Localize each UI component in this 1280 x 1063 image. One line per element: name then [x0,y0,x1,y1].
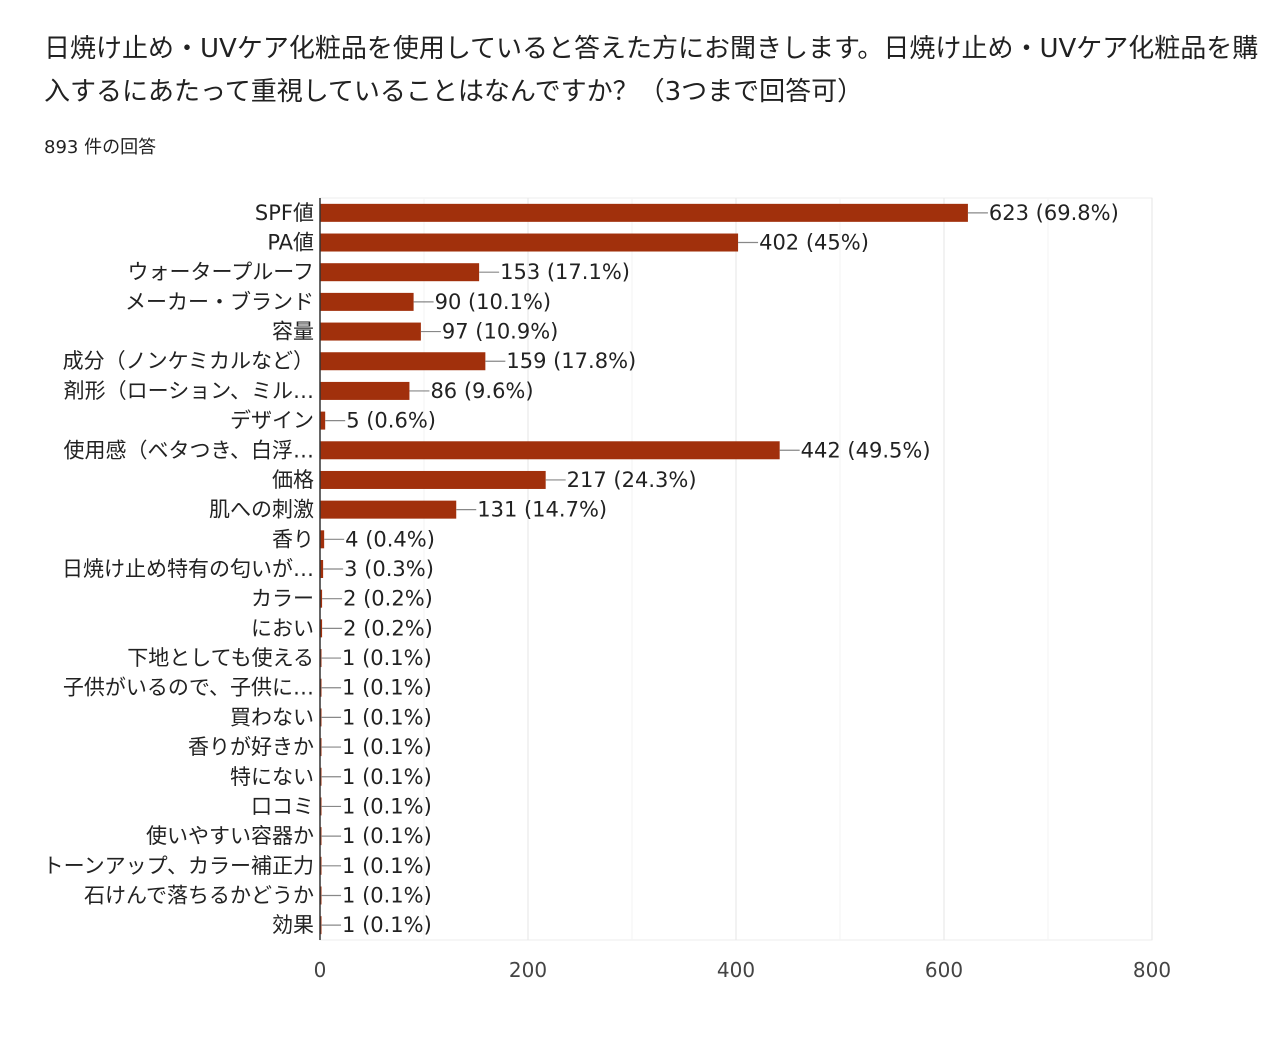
data-label: 1 (0.1%) [342,705,432,729]
data-label: 131 (14.7%) [477,498,607,522]
category-label: メーカー・ブランド [125,290,314,314]
bar [320,530,325,549]
category-label: 肌への刺激 [209,498,314,522]
category-label: 口コミ [251,794,314,818]
category-label: 使用感（ベタつき、白浮… [63,438,314,462]
x-tick-label: 0 [314,958,327,982]
category-label: 価格 [272,468,314,492]
data-label: 153 (17.1%) [500,260,630,284]
category-label: カラー [251,587,314,611]
data-label: 2 (0.2%) [343,616,433,640]
category-label: 買わない [230,705,314,729]
bar [320,352,486,371]
bar [320,203,968,222]
response-count: 893 件の回答 [44,137,157,158]
bar [320,441,780,460]
data-label: 90 (10.1%) [435,290,551,314]
data-label: 2 (0.2%) [343,587,433,611]
category-label: 石けんで落ちるかどうか [84,883,314,907]
x-tick-label: 400 [717,958,755,982]
data-label: 4 (0.4%) [345,527,435,551]
bar [320,560,324,578]
category-label: 香りが好きか [188,735,314,759]
category-label: ウォータープルーフ [128,260,314,284]
data-label: 1 (0.1%) [342,765,432,789]
category-label: 香り [272,527,314,551]
data-label: 3 (0.3%) [344,557,434,581]
bar [320,292,414,311]
bar [320,500,457,519]
category-label: 子供がいるので、子供に… [63,676,314,700]
data-label: 1 (0.1%) [342,824,432,848]
bar [320,470,546,489]
data-label: 159 (17.8%) [506,349,636,373]
category-label: 効果 [272,913,314,937]
data-label: 623 (69.8%) [989,201,1119,225]
data-label: 5 (0.6%) [346,409,436,433]
data-label: 1 (0.1%) [342,646,432,670]
data-label: 1 (0.1%) [342,883,432,907]
category-label: PA値 [267,231,314,255]
category-label: におい [251,616,314,640]
category-label: 使いやすい容器か [146,824,314,848]
category-label: 日焼け止め特有の匂いが… [62,557,314,581]
data-label: 402 (45%) [759,231,869,255]
x-tick-label: 200 [509,958,547,982]
bar [320,263,480,282]
bar [320,233,739,252]
data-label: 442 (49.5%) [801,438,931,462]
category-label: SPF値 [255,201,314,225]
data-label: 1 (0.1%) [342,854,432,878]
category-label: 容量 [272,320,314,344]
data-label: 1 (0.1%) [342,794,432,818]
data-label: 97 (10.9%) [442,320,559,344]
data-label: 1 (0.1%) [342,676,432,700]
data-label: 1 (0.1%) [342,913,432,937]
data-label: 217 (24.3%) [567,468,697,492]
category-label: 下地としても使える [127,646,314,670]
data-label: 1 (0.1%) [342,735,432,759]
x-tick-label: 600 [925,958,963,982]
question-title: 日焼け止め・UVケア化粧品を使用していると答えた方にお聞きします。日焼け止め・U… [44,34,1259,107]
category-label: 剤形（ローション、ミル… [64,379,314,403]
bar [320,381,410,400]
category-label: 特にない [230,765,314,789]
category-label: トーンアップ、カラー補正力 [43,854,314,878]
bar [320,589,323,608]
bar [320,322,421,341]
category-label: デザイン [230,409,314,433]
bar [320,411,326,430]
bar [320,619,323,638]
x-tick-label: 800 [1133,958,1171,982]
category-label: 成分（ノンケミカルなど） [63,349,314,373]
data-label: 86 (9.6%) [430,379,533,403]
